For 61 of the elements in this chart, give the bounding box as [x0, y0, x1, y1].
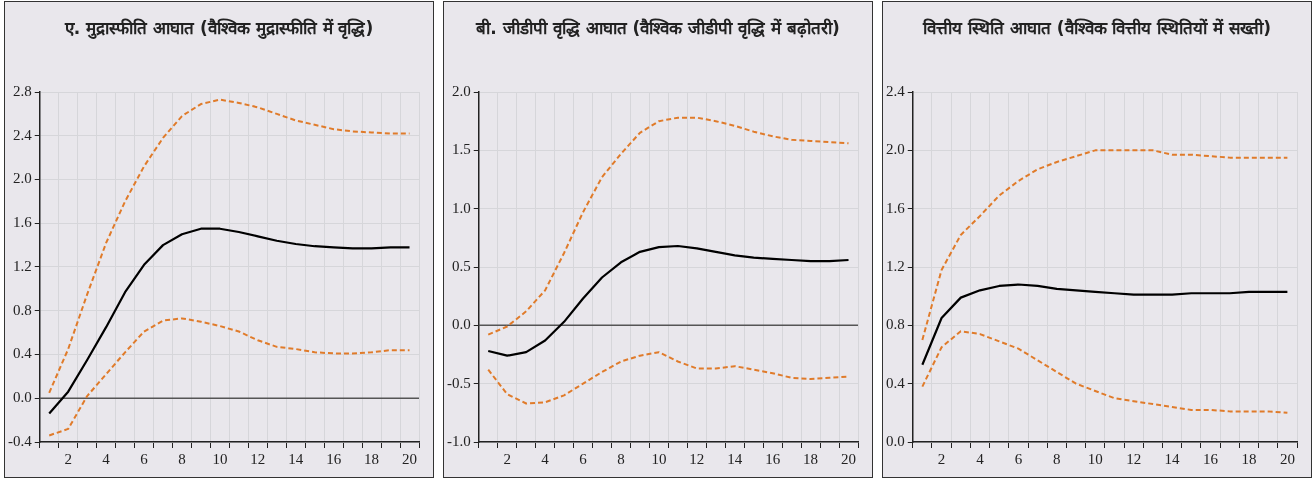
y-tick-label: 1.0	[452, 199, 471, 216]
line-series	[921, 330, 1289, 414]
line-series	[487, 116, 850, 336]
x-tick-label: 16	[1203, 450, 1219, 467]
y-tick-label: 0.8	[886, 316, 905, 333]
y-tick-label: -0.5	[447, 374, 471, 391]
x-tick-label: 16	[765, 450, 781, 467]
chart-title: ए. मुद्रास्फीति आघात (वैश्विक मुद्रास्फीति में वृद्धि)	[63, 17, 375, 41]
y-tick-label: 1.6	[13, 214, 33, 231]
x-tick-label: 12	[689, 450, 705, 467]
y-tick-label: 0.5	[452, 257, 471, 274]
y-tick-label: 2.0	[886, 141, 905, 158]
x-tick-label: 4	[976, 450, 985, 467]
y-tick-label: 0.4	[13, 345, 33, 362]
chart-title: वित्तीय स्थिति आघात (वैश्विक वित्तीय स्थितियों में सख्ती)	[921, 17, 1272, 40]
x-tick-label: 14	[727, 450, 743, 467]
y-tick-label: 0.0	[886, 432, 905, 449]
y-tick-label: 1.6	[886, 199, 906, 216]
x-tick-label: 4	[102, 450, 111, 467]
x-tick-label: 2	[503, 450, 511, 467]
chart-title: बी. जीडीपी वृद्धि आघात (वैश्विक जीडीपी वृद्धि में बढ़ोतरी)	[474, 17, 841, 41]
y-tick-label: 0.4	[886, 374, 906, 391]
x-tick-label: 6	[1014, 450, 1023, 467]
y-tick-label: 0.0	[13, 389, 32, 406]
x-tick-label: 10	[1087, 450, 1103, 467]
x-tick-label: 20	[402, 450, 418, 467]
x-tick-label: 4	[541, 450, 550, 467]
x-tick-label: 14	[288, 450, 304, 467]
x-tick-label: 12	[250, 450, 266, 467]
x-tick-label: 6	[140, 450, 149, 467]
x-tick-label: 18	[803, 450, 819, 467]
y-tick-label: -0.4	[8, 432, 33, 449]
y-tick-label: 0.8	[13, 301, 32, 318]
y-tick-label: 2.8	[13, 82, 32, 99]
y-tick-label: -1.0	[447, 432, 471, 449]
x-tick-label: 10	[651, 450, 667, 467]
x-tick-label: 18	[1241, 450, 1257, 467]
x-tick-label: 16	[326, 450, 342, 467]
x-tick-label: 2	[64, 450, 72, 467]
x-tick-label: 14	[1164, 450, 1181, 467]
x-tick-label: 20	[1279, 450, 1295, 467]
y-tick-label: 0.0	[452, 316, 471, 333]
line-series	[48, 317, 411, 437]
x-tick-label: 18	[364, 450, 380, 467]
y-tick-label: 2.4	[13, 126, 33, 143]
y-tick-label: 1.5	[452, 141, 471, 158]
line-series	[48, 98, 411, 394]
x-tick-label: 12	[1126, 450, 1142, 467]
x-tick-label: 8	[1053, 450, 1061, 467]
y-tick-label: 2.0	[13, 170, 32, 187]
y-tick-label: 2.0	[452, 82, 471, 99]
x-tick-label: 2	[937, 450, 946, 467]
x-tick-label: 8	[617, 450, 625, 467]
x-tick-label: 10	[212, 450, 228, 467]
x-tick-label: 20	[841, 450, 857, 467]
x-tick-label: 6	[579, 450, 588, 467]
y-tick-label: 2.4	[886, 82, 906, 99]
x-tick-label: 8	[178, 450, 186, 467]
line-series	[921, 149, 1289, 341]
y-tick-label: 1.2	[13, 257, 32, 274]
y-tick-label: 1.2	[886, 257, 905, 274]
